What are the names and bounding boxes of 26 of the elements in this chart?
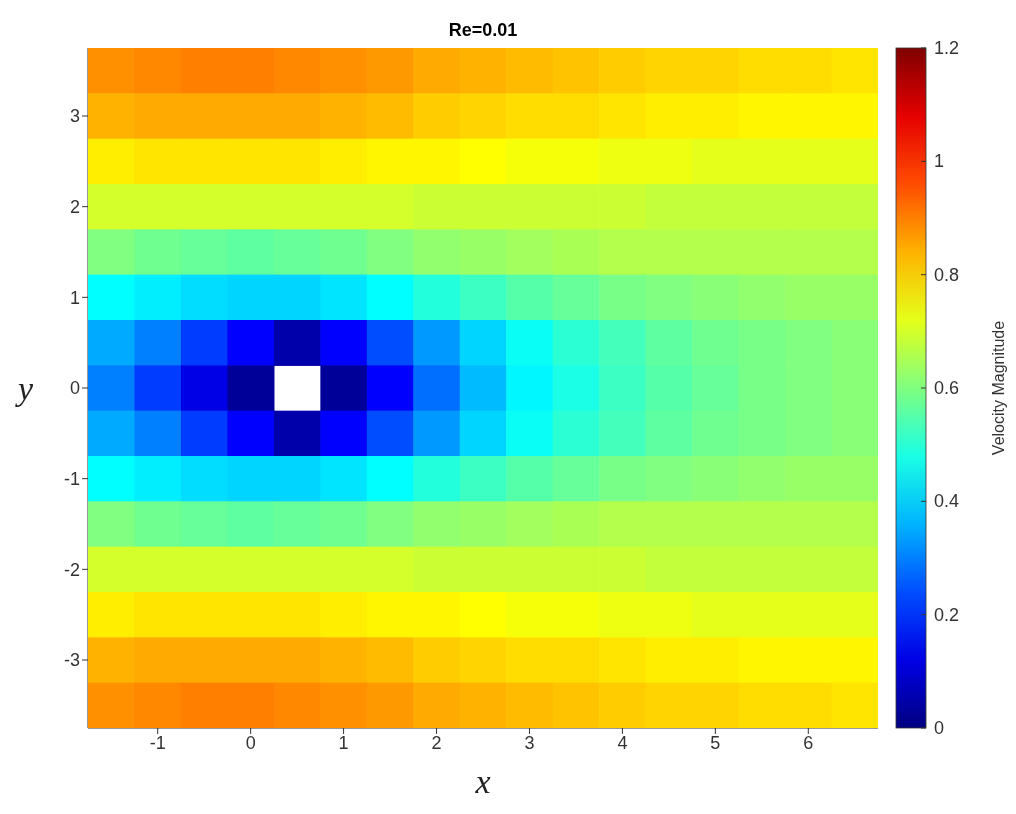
y-tick-label: 0	[69, 378, 80, 399]
y-tick-label: -2	[63, 559, 80, 580]
x-tick-label: 6	[803, 732, 814, 753]
y-tick-label: -3	[63, 650, 80, 671]
color-bar-label: 0.2	[934, 604, 960, 625]
color-bar-label: 0.8	[934, 264, 960, 285]
x-tick-label: 0	[245, 732, 256, 753]
y-tick-label: 3	[69, 106, 80, 127]
x-tick-label: -1	[149, 732, 166, 753]
y-tick-label: 1	[69, 287, 80, 308]
x-tick-label: 1	[338, 732, 349, 753]
x-tick-label: 3	[524, 732, 535, 753]
color-bar-label: 1	[934, 151, 945, 172]
x-tick-label: 2	[431, 732, 442, 753]
color-bar-label: 0	[934, 718, 945, 738]
chart-title: Re=0.01	[448, 20, 518, 40]
x-tick-label: 4	[617, 732, 628, 753]
y-tick-label: -1	[63, 469, 80, 490]
color-bar-label: 1.2	[934, 38, 960, 58]
x-axis-title: x	[474, 763, 491, 800]
color-bar-label: 0.4	[934, 491, 960, 512]
color-bar-label: 0.6	[934, 378, 960, 398]
y-axis-title: y	[15, 370, 34, 408]
y-tick-label: 2	[69, 197, 80, 218]
color-bar-title: Velocity Magnitude	[990, 320, 1007, 456]
x-tick-label: 5	[710, 732, 721, 753]
